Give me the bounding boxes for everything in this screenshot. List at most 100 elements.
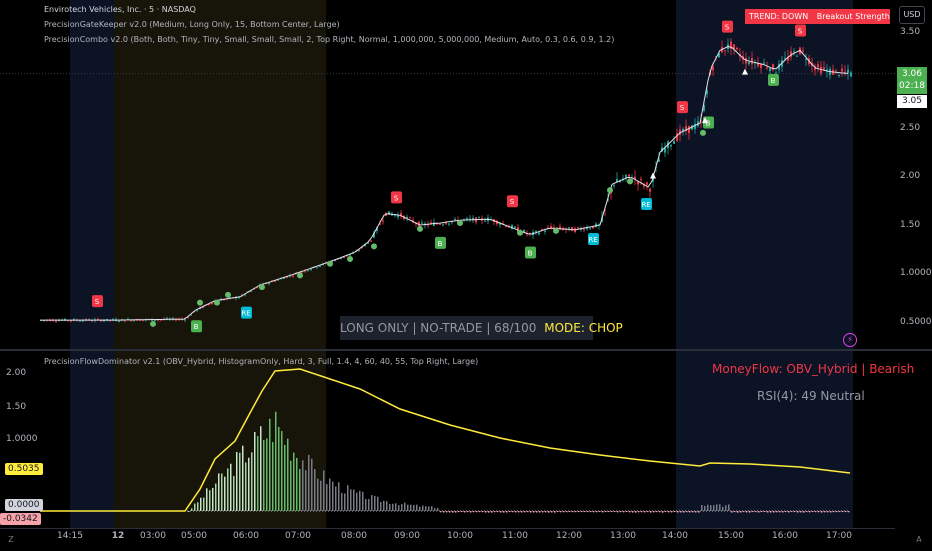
flow-histogram-bar (311, 458, 313, 511)
candle-body (733, 44, 735, 49)
flow-histogram-bar (287, 438, 289, 511)
flow-histogram-bar (407, 504, 409, 511)
flow-histogram-bar (605, 511, 607, 513)
candle-body (409, 217, 411, 219)
flow-histogram-bar (791, 511, 793, 513)
flow-histogram-bar (380, 501, 382, 511)
time-tick: 10:00 (447, 531, 473, 541)
flow-histogram-bar (197, 502, 199, 511)
flow-histogram-bar (383, 500, 385, 511)
candle-body (703, 105, 705, 111)
flow-histogram-bar (728, 504, 730, 511)
symbol-title[interactable]: Envirotech Vehicles, Inc. · 5 · NASDAQ (44, 5, 196, 14)
candle-body (772, 64, 774, 71)
flow-histogram-bar (329, 478, 331, 511)
flow-histogram-bar (347, 485, 349, 511)
candle-body (274, 280, 276, 282)
buy-dot (700, 129, 706, 136)
candle-body (661, 147, 663, 152)
flow-histogram-bar (533, 511, 535, 513)
flow-zero-label: 0.0000 (5, 499, 43, 511)
flow-histogram-bar (428, 506, 430, 511)
flow-histogram-bar (320, 480, 322, 511)
candle-body (646, 182, 648, 185)
time-tick: 13:00 (610, 531, 636, 541)
sell-signal (722, 20, 733, 33)
buy-signal-text: B (438, 240, 443, 248)
candle-body (97, 319, 99, 321)
pane-divider[interactable] (0, 349, 932, 351)
candle-body (760, 63, 762, 69)
candle-body (175, 319, 177, 321)
buy-signal (435, 236, 446, 249)
gatekeeper-legend[interactable]: PrecisionGateKeeper v2.0 (Medium, Long O… (44, 20, 340, 29)
candle-body (397, 214, 399, 218)
candle-body (382, 220, 384, 222)
candle-body (187, 316, 189, 319)
bolt-icon[interactable]: ⚡ (843, 333, 857, 347)
flow-histogram-bar (395, 503, 397, 511)
flow-histogram-bar (371, 495, 373, 511)
price-tick: 0.5000 (900, 317, 932, 327)
zoom-icon[interactable]: Z (8, 535, 14, 544)
candle-body (643, 184, 645, 187)
candle-body (574, 228, 576, 233)
flow-histogram-bar (317, 478, 319, 511)
candle-body (319, 265, 321, 267)
candle-body (421, 222, 423, 224)
candle-body (301, 271, 303, 273)
flow-histogram-bar (443, 511, 445, 513)
flow-histogram-bar (611, 511, 613, 513)
candle-body (685, 126, 687, 132)
candle-body (256, 287, 258, 289)
candle-body (577, 227, 579, 229)
flow-histogram-bar (410, 504, 412, 511)
flow-histogram-bar (812, 511, 814, 513)
auto-scale-icon[interactable]: A (916, 535, 922, 544)
flow-histogram-bar (833, 511, 835, 513)
flow-histogram-bar (419, 506, 421, 511)
candle-body (370, 240, 372, 242)
flow-histogram-bar (281, 431, 283, 511)
last-price-label: 3.06 02:18 (897, 67, 927, 94)
combo-legend[interactable]: PrecisionCombo v2.0 (Both, Both, Tiny, T… (44, 35, 615, 44)
candle-body (82, 320, 84, 322)
flow-histogram-bar (554, 511, 556, 513)
flow-histogram-bar (488, 511, 490, 513)
buy-dot (627, 178, 633, 185)
time-tick: 03:00 (140, 531, 166, 541)
trend-text: TREND: DOWN (749, 12, 809, 21)
flow-histogram-bar (362, 491, 364, 511)
reentry-signal-text: RE (588, 236, 597, 244)
currency-button[interactable]: USD (899, 6, 925, 24)
candle-body (637, 181, 639, 185)
flow-legend[interactable]: PrecisionFlowDominator v2.1 (OBV_Hybrid,… (44, 357, 479, 366)
candle-body (277, 279, 279, 281)
candle-body (793, 51, 795, 53)
candle-body (433, 222, 435, 226)
flow-histogram-bar (389, 503, 391, 511)
rsi-status: RSI(4): 49 Neutral (757, 389, 865, 403)
flow-histogram-bar (401, 504, 403, 511)
flow-histogram-bar (602, 511, 604, 513)
flow-histogram-bar (293, 452, 295, 511)
flow-histogram-bar (638, 511, 640, 513)
flow-pane[interactable] (0, 351, 895, 528)
candle-body (751, 57, 753, 65)
flow-histogram-bar (743, 511, 745, 513)
price-chart[interactable]: S B RE S B S B RE RE S B S S B (0, 0, 895, 349)
flow-histogram-bar (752, 511, 754, 513)
time-axis[interactable] (0, 528, 895, 551)
candle-body (757, 63, 759, 67)
flow-histogram-bar (698, 511, 700, 513)
flow-histogram-bar (542, 511, 544, 513)
buy-dot (197, 299, 203, 306)
flow-histogram-bar (545, 511, 547, 513)
candle-body (250, 290, 252, 292)
flow-histogram-bar (200, 497, 202, 511)
flow-histogram-bar (650, 511, 652, 513)
up-arrow (702, 117, 708, 124)
flow-histogram-bar (215, 483, 217, 511)
gate-status: LONG ONLY | NO-TRADE | 68/100 (340, 321, 537, 335)
flow-histogram-bar (806, 511, 808, 513)
